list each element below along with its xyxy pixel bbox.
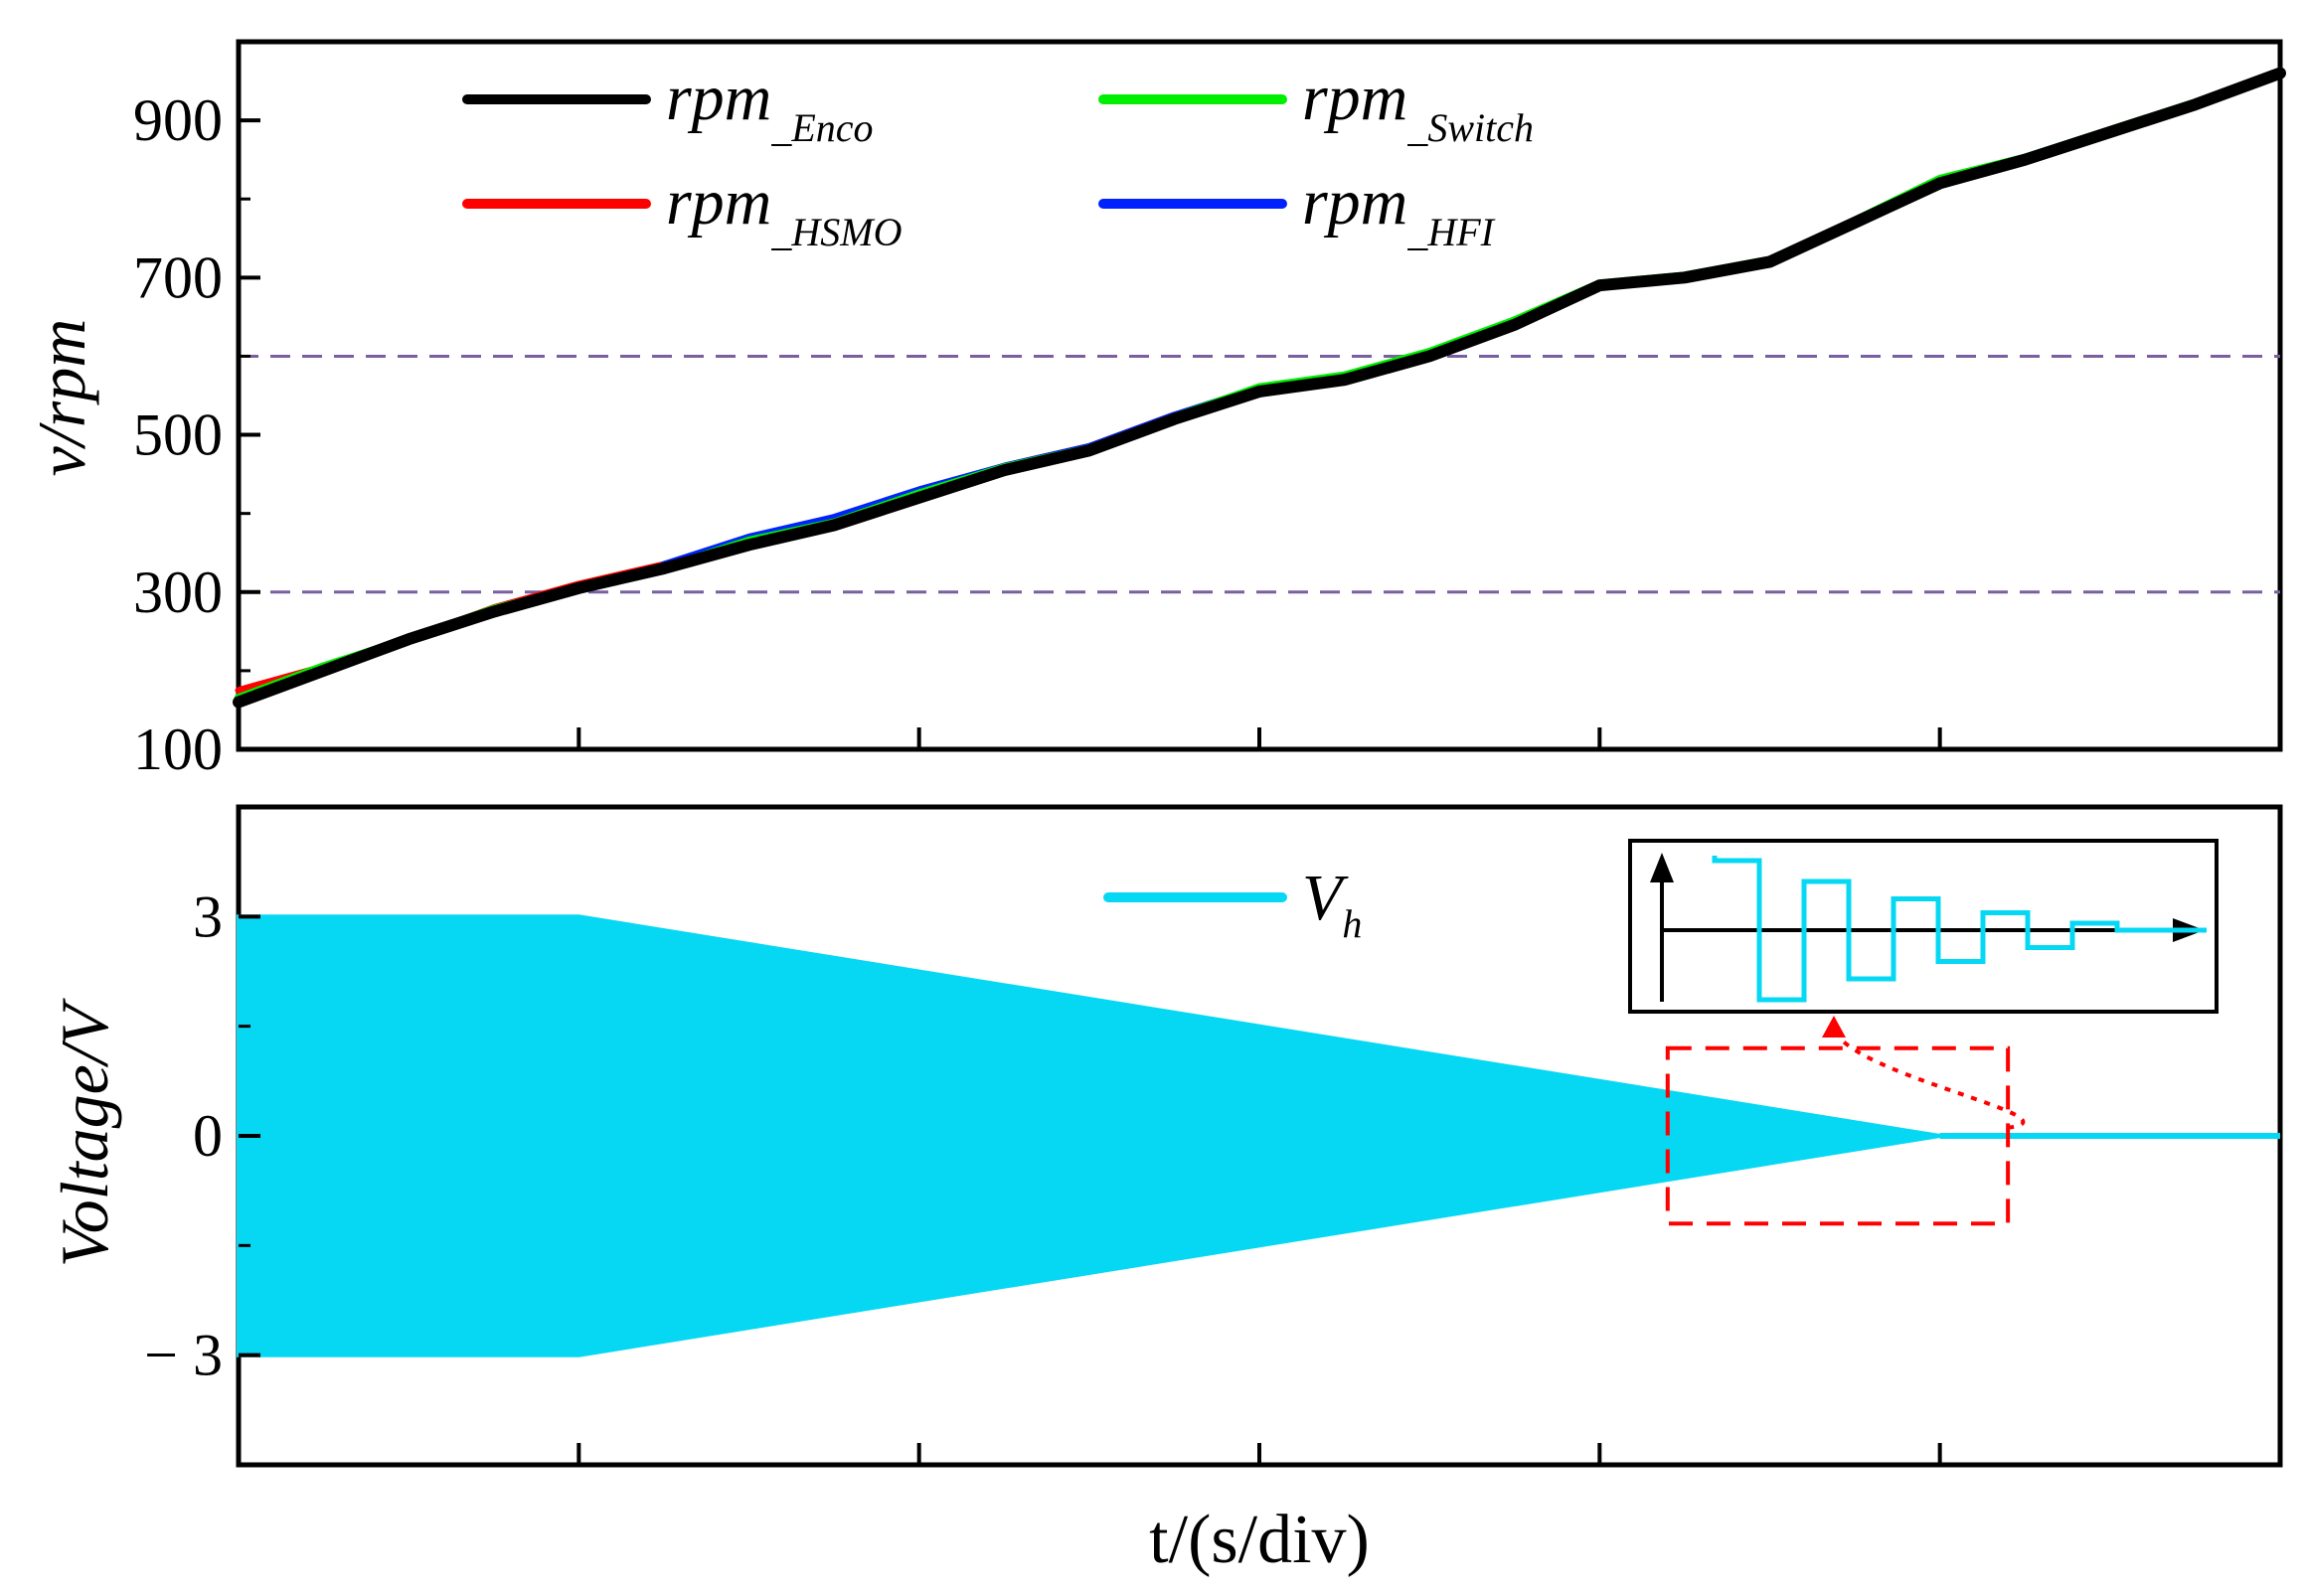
speed-y-axis-label: v/rpm: [24, 319, 99, 477]
speed-panel: 100 300 500 700 900 rpm_Enco rpm_Switchrpm_HS…: [24, 39, 2286, 782]
y-tick-label: 300: [133, 559, 223, 625]
legend-subscript: h: [1342, 901, 1362, 946]
y-tick-label: 700: [133, 244, 223, 310]
zoom-annotation: [1628, 839, 2219, 1226]
inset-y-arrow: [1650, 853, 1674, 882]
y-tick-label: 0: [193, 1103, 223, 1169]
legend-subscript: _HSMO: [770, 210, 902, 254]
y-tick-label: 100: [133, 717, 223, 782]
zoom-box: [1665, 1045, 2011, 1226]
voltage-series: [237, 914, 2280, 1357]
inset-decaying-wave: [1712, 856, 2207, 1003]
voltage-panel: 30− 3 Vh Voltage/V t/(s/div): [47, 804, 2283, 1578]
y-tick-label: − 3: [144, 1323, 223, 1388]
y-tick-label: 500: [133, 402, 223, 468]
voltage-y-ticks: 3 0 − 3: [144, 883, 260, 1388]
inset-frame: [1628, 839, 2219, 1014]
time-x-axis-label: t/(s/div): [1149, 1502, 1370, 1578]
zoom-arrow-curve: [1831, 1023, 2026, 1130]
y-tick-label: 900: [133, 87, 223, 153]
y-tick-label: 3: [193, 883, 223, 949]
legend-subscript: _Switch: [1406, 105, 1534, 150]
voltage-x-ticks: [576, 1443, 1942, 1465]
reference-lines: [239, 354, 2280, 594]
speed-series: [233, 67, 2286, 709]
zoom-arrow-head: [1822, 1016, 1846, 1037]
legend-subscript: _Enco: [770, 105, 873, 150]
series-line-enco: [233, 67, 2286, 709]
speed-x-ticks: [576, 727, 1942, 749]
voltage-y-axis-label: Voltage/V: [47, 997, 122, 1267]
legend-subscript: _HFI: [1406, 210, 1495, 254]
speed-y-ticks: 100 300 500 700 900: [133, 87, 260, 782]
